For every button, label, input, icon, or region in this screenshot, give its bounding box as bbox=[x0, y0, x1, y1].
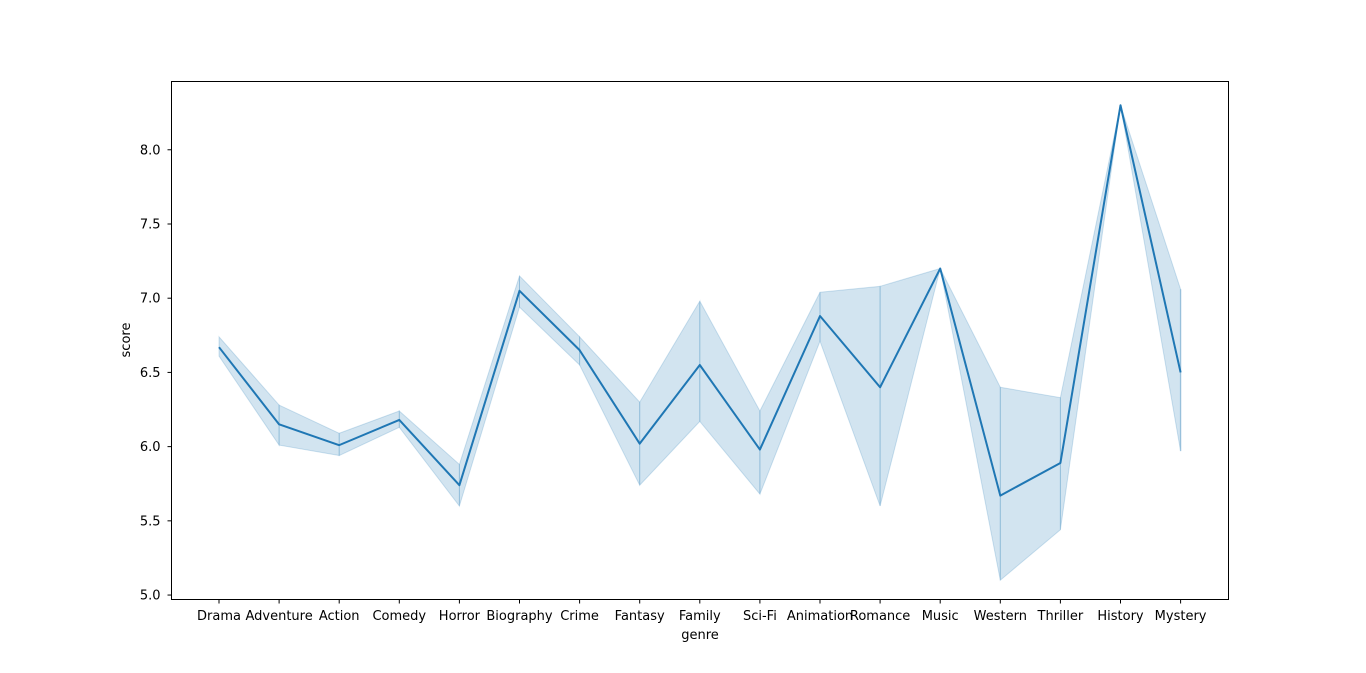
x-tick-label: Music bbox=[922, 609, 959, 624]
y-tick-label: 7.5 bbox=[140, 217, 161, 232]
x-tick-label: Western bbox=[974, 609, 1027, 624]
x-tick-label: Biography bbox=[486, 609, 553, 624]
x-tick-label: Comedy bbox=[372, 609, 426, 624]
y-tick-label: 7.0 bbox=[140, 292, 161, 307]
x-tick-label: Horror bbox=[439, 609, 481, 624]
x-tick-label: Romance bbox=[850, 609, 910, 624]
confidence-band-segment bbox=[879, 267, 941, 507]
confidence-band-segment bbox=[819, 285, 881, 507]
x-tick-label: Fantasy bbox=[615, 609, 665, 624]
x-tick-label: Drama bbox=[197, 609, 241, 624]
y-tick-label: 8.0 bbox=[140, 143, 161, 158]
x-tick-label: Crime bbox=[560, 609, 599, 624]
x-tick-label: History bbox=[1097, 609, 1144, 624]
x-tick-label: Thriller bbox=[1037, 609, 1084, 624]
x-axis: Drama Adventure Action Comedy Horror Biograph… bbox=[197, 599, 1207, 624]
x-tick-label: Family bbox=[679, 609, 721, 624]
plot-area bbox=[218, 104, 1182, 582]
x-tick-label: Sci-Fi bbox=[743, 609, 777, 624]
confidence-band-segment bbox=[939, 268, 1001, 581]
y-axis-label: score bbox=[119, 323, 134, 358]
confidence-band-segment bbox=[218, 335, 280, 447]
x-tick-label: Adventure bbox=[245, 609, 312, 624]
x-tick-label: Action bbox=[319, 609, 360, 624]
confidence-band-segment bbox=[278, 404, 340, 457]
confidence-band-segment bbox=[398, 409, 460, 508]
confidence-band-segment bbox=[999, 386, 1061, 582]
y-axis: 5.0 5.5 6.0 6.5 7.0 7.5 8.0 bbox=[140, 143, 172, 604]
confidence-band-segment bbox=[639, 299, 701, 487]
confidence-band-segment bbox=[759, 292, 821, 495]
y-tick-label: 5.5 bbox=[140, 514, 161, 529]
x-axis-label: genre bbox=[681, 628, 719, 643]
y-tick-label: 6.5 bbox=[140, 366, 161, 381]
x-tick-label: Mystery bbox=[1155, 609, 1207, 624]
confidence-band-segment bbox=[699, 300, 761, 496]
x-tick-label: Animation bbox=[787, 609, 853, 624]
y-tick-label: 5.0 bbox=[140, 589, 161, 604]
y-tick-label: 6.0 bbox=[140, 440, 161, 455]
